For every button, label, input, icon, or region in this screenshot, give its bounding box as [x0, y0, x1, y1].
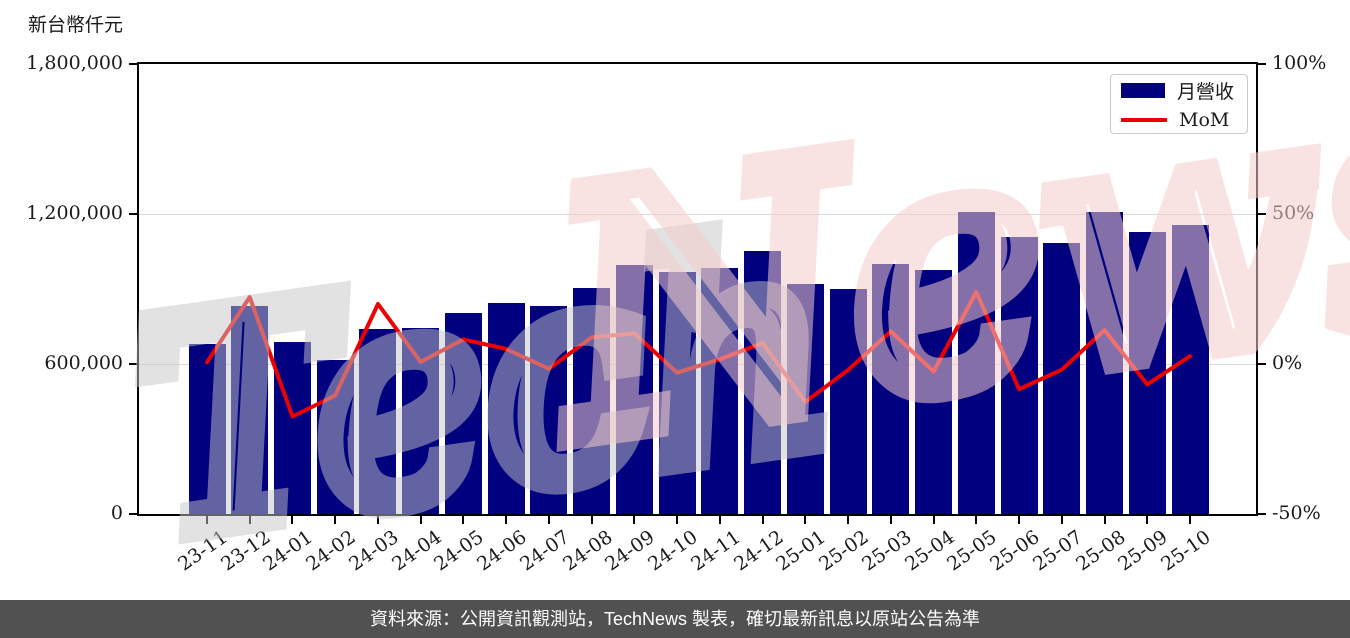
revenue-bar-24-07 — [530, 306, 568, 514]
x-axis-tick — [761, 516, 764, 524]
y2-axis-tick-label: 50% — [1272, 202, 1315, 224]
x-axis-tick — [1018, 516, 1021, 524]
x-axis-tick — [932, 516, 935, 524]
revenue-bar-25-05 — [957, 211, 995, 514]
legend-item-mom: MoM — [1121, 109, 1237, 131]
y-axis-tick-label: 600,000 — [44, 352, 123, 374]
revenue-bar-24-10 — [658, 272, 696, 514]
revenue-bar-23-11 — [188, 343, 226, 514]
x-axis-tick — [847, 516, 850, 524]
gridline-1,200,000 — [139, 214, 1256, 215]
revenue-bar-24-02 — [316, 360, 354, 514]
x-axis-tick — [376, 516, 379, 524]
legend-label-revenue: 月營收 — [1177, 81, 1235, 103]
y-axis-tick — [129, 363, 137, 365]
revenue-bar-23-12 — [231, 305, 269, 514]
revenue-bar-25-07 — [1043, 242, 1081, 514]
x-axis-tick — [291, 516, 294, 524]
y2-axis-tick — [1258, 513, 1266, 515]
y-axis-tick-label: 0 — [110, 502, 123, 524]
y-axis-tick — [129, 513, 137, 515]
x-axis-tick — [1060, 516, 1063, 524]
source-footer-text: 資料來源：公開資訊觀測站，TechNews 製表，確切最新訊息以原站公告為準 — [369, 609, 981, 629]
x-axis-tick — [462, 516, 465, 524]
y-axis-tick — [129, 63, 137, 65]
revenue-bar-25-08 — [1086, 211, 1124, 514]
y-axis-tick — [129, 213, 137, 215]
legend-label-mom: MoM — [1179, 109, 1230, 131]
revenue-bar-25-03 — [872, 264, 910, 514]
x-axis-tick — [505, 516, 508, 524]
revenue-bar-24-12 — [744, 250, 782, 514]
x-axis-tick — [334, 516, 337, 524]
revenue-bar-25-02 — [829, 288, 867, 514]
y2-axis-tick — [1258, 63, 1266, 65]
y2-axis-tick — [1258, 213, 1266, 215]
revenue-bar-25-06 — [1000, 237, 1038, 514]
x-axis-tick — [206, 516, 208, 524]
x-axis-tick — [1103, 516, 1106, 524]
legend-item-revenue: 月營收 — [1121, 77, 1237, 104]
x-axis-tick — [248, 516, 251, 524]
revenue-bar-24-08 — [573, 287, 611, 514]
revenue-bar-25-09 — [1128, 232, 1166, 514]
y2-axis-tick — [1258, 363, 1266, 365]
x-axis-tick — [419, 516, 422, 524]
y2-axis-tick-label: -50% — [1272, 502, 1321, 524]
revenue-bar-25-04 — [915, 270, 953, 514]
y-axis-tick-label: 1,200,000 — [26, 202, 123, 224]
revenue-bar-24-03 — [359, 329, 397, 514]
legend: 月營收 MoM — [1110, 74, 1248, 134]
revenue-swatch — [1121, 83, 1165, 98]
x-axis-tick — [718, 516, 721, 524]
y-axis-tick-label: 1,800,000 — [26, 52, 123, 74]
mom-line-series — [205, 290, 1192, 419]
x-axis-tick — [676, 516, 679, 524]
x-axis-tick — [633, 516, 636, 524]
source-footer: 資料來源：公開資訊觀測站，TechNews 製表，確切最新訊息以原站公告為準 — [0, 600, 1350, 638]
y2-axis-tick-label: 0% — [1272, 352, 1303, 374]
x-axis-tick — [547, 516, 550, 524]
x-axis-tick — [975, 516, 978, 524]
revenue-bar-24-06 — [487, 302, 525, 514]
x-axis-tick — [1146, 516, 1149, 524]
revenue-bar-24-11 — [701, 268, 739, 514]
mom-polyline — [205, 290, 1192, 419]
x-axis-tick — [1189, 516, 1192, 524]
y2-axis-tick-label: 100% — [1272, 52, 1327, 74]
revenue-bar-24-09 — [615, 264, 653, 514]
revenue-bar-25-10 — [1171, 225, 1209, 514]
x-axis-tick — [590, 516, 593, 524]
x-axis-tick — [804, 516, 807, 524]
revenue-bar-24-01 — [273, 342, 311, 514]
y-axis-unit-label: 新台幣仟元 — [28, 14, 124, 36]
mom-swatch — [1121, 118, 1167, 122]
x-axis-tick — [889, 516, 892, 524]
plot-area — [137, 62, 1258, 516]
